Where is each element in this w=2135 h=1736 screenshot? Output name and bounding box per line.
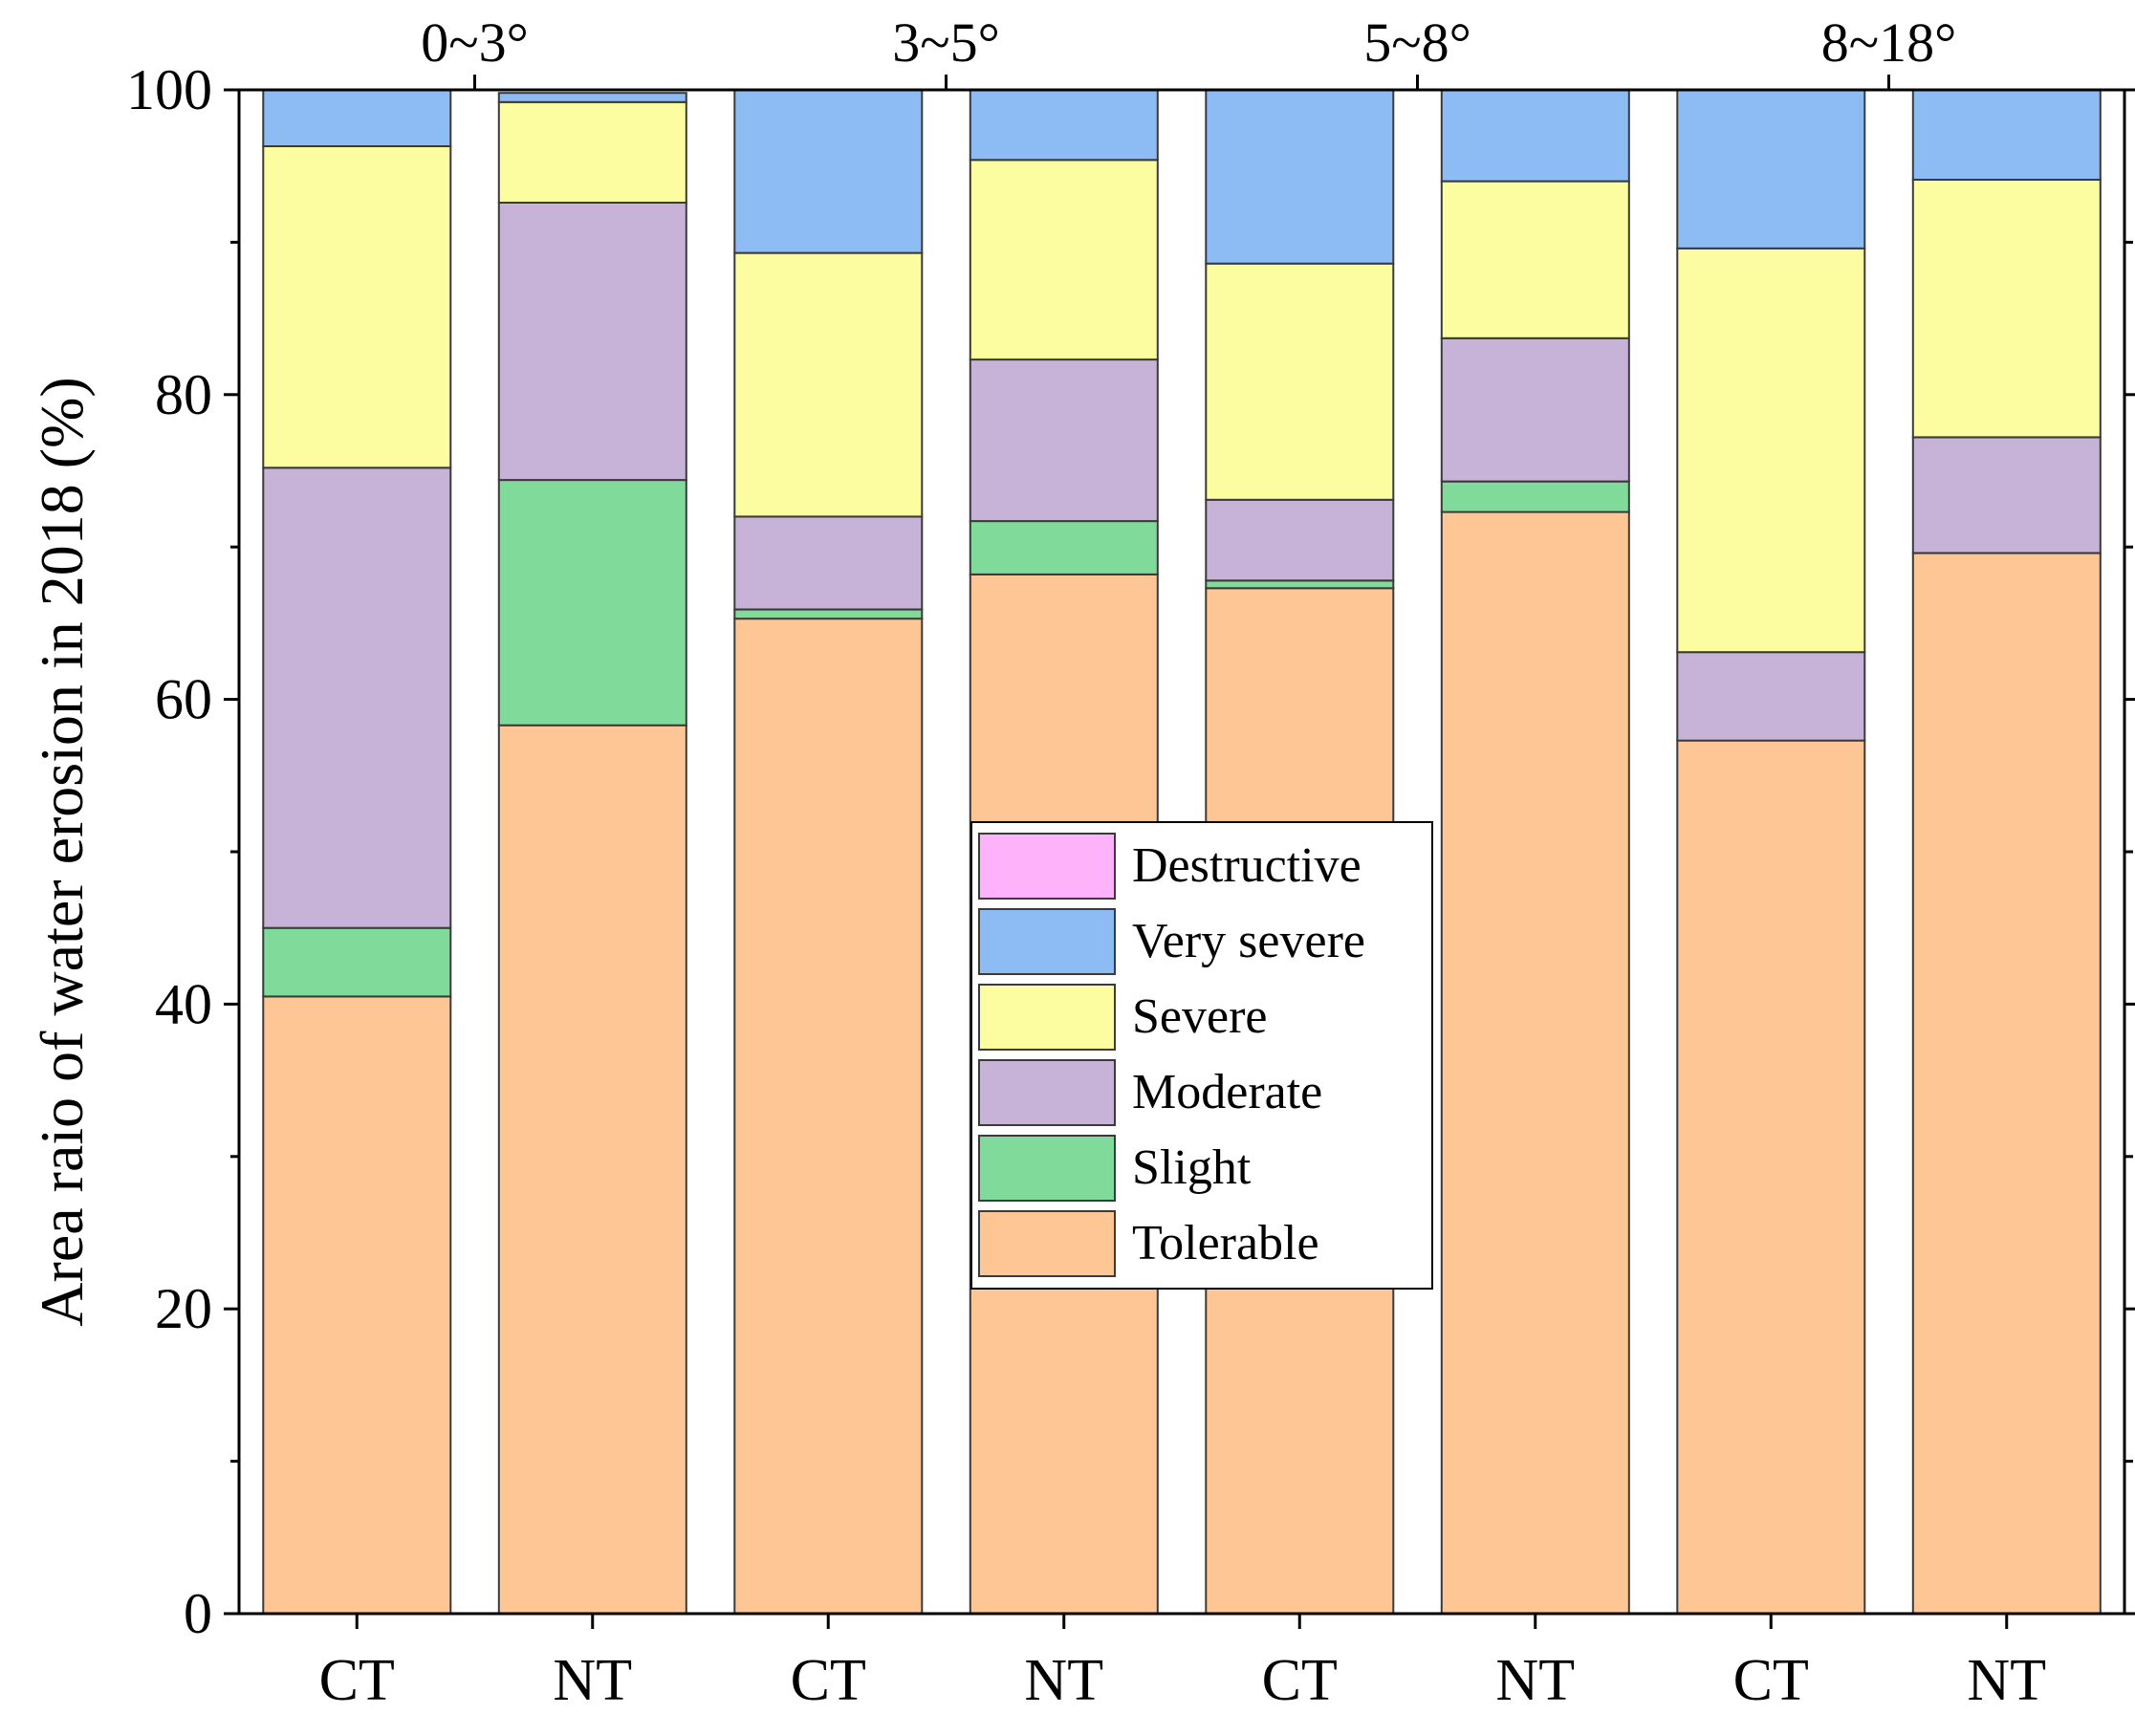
y-tick-label: 20 bbox=[155, 1277, 212, 1340]
legend-swatch-destructive bbox=[978, 833, 1116, 900]
x-category-label: CT bbox=[1262, 1648, 1338, 1713]
bar-segment-severe bbox=[969, 159, 1159, 361]
bar-segment-slight bbox=[969, 520, 1159, 575]
legend-swatch-moderate bbox=[978, 1059, 1116, 1126]
x-category-label: NT bbox=[1967, 1648, 2046, 1713]
bar-segment-tolerable bbox=[733, 618, 924, 1615]
bar-segment-moderate bbox=[969, 358, 1159, 523]
x-category-label: CT bbox=[319, 1648, 395, 1713]
y-axis-label: Area raio of water erosion in 2018 (%) bbox=[28, 377, 96, 1326]
bar-segment-slight bbox=[1205, 579, 1395, 590]
legend-swatch-very-severe bbox=[978, 908, 1116, 975]
bar-segment-slight bbox=[733, 608, 924, 620]
bar-segment-moderate bbox=[497, 202, 687, 482]
legend-label: Slight bbox=[1132, 1140, 1252, 1195]
x-category-label: NT bbox=[1024, 1648, 1103, 1713]
legend-label: Destructive bbox=[1132, 838, 1362, 893]
legend-label: Severe bbox=[1132, 989, 1267, 1044]
bar-segment-severe bbox=[1676, 247, 1866, 654]
bar-segment-moderate bbox=[733, 515, 924, 611]
bar-segment-tolerable bbox=[262, 995, 452, 1615]
bar-segment-moderate bbox=[1676, 651, 1866, 742]
bar-segment-severe bbox=[1911, 179, 2102, 439]
legend-swatch-severe bbox=[978, 984, 1116, 1051]
slope-group-label: 0~3° bbox=[421, 11, 529, 74]
y-tick-label: 0 bbox=[184, 1582, 212, 1645]
bar-segment-slight bbox=[1440, 480, 1630, 513]
bar-segment-moderate bbox=[1205, 498, 1395, 582]
bar-segment-moderate bbox=[1911, 436, 2102, 554]
slope-group-label: 8~18° bbox=[1821, 11, 1957, 74]
bar-segment-very-severe bbox=[1205, 89, 1395, 265]
bar-segment-tolerable bbox=[497, 724, 687, 1615]
bar-segment-moderate bbox=[1440, 336, 1630, 483]
bar-segment-severe bbox=[262, 145, 452, 469]
slope-group-label: 5~8° bbox=[1363, 11, 1471, 74]
x-category-label: NT bbox=[1495, 1648, 1575, 1713]
bar-segment-very-severe bbox=[1676, 89, 1866, 250]
bar-segment-severe bbox=[733, 251, 924, 518]
y-tick-label: 80 bbox=[155, 363, 212, 426]
x-category-label: CT bbox=[791, 1648, 866, 1713]
bar-segment-very-severe bbox=[733, 89, 924, 254]
bar-segment-moderate bbox=[262, 467, 452, 929]
bar-segment-very-severe bbox=[497, 92, 687, 103]
bar-segment-slight bbox=[497, 479, 687, 727]
y-tick-label: 40 bbox=[155, 972, 212, 1035]
y-tick-label: 100 bbox=[126, 58, 212, 121]
x-category-label: CT bbox=[1733, 1648, 1809, 1713]
bar-segment-very-severe bbox=[262, 89, 452, 147]
legend-label: Very severe bbox=[1132, 914, 1365, 968]
bar-segment-tolerable bbox=[1911, 552, 2102, 1615]
bar-segment-severe bbox=[1205, 262, 1395, 501]
bar-segment-tolerable bbox=[1440, 510, 1630, 1615]
bar-segment-severe bbox=[1440, 180, 1630, 339]
bar-segment-severe bbox=[497, 100, 687, 204]
bar-segment-very-severe bbox=[1440, 89, 1630, 183]
legend-swatch-slight bbox=[978, 1135, 1116, 1202]
bar-segment-slight bbox=[262, 926, 452, 998]
bar-segment-tolerable bbox=[1676, 739, 1866, 1615]
y-tick-label: 60 bbox=[155, 668, 212, 731]
bar-segment-very-severe bbox=[969, 89, 1159, 162]
legend-swatch-tolerable bbox=[978, 1210, 1116, 1277]
legend-label: Moderate bbox=[1132, 1065, 1322, 1119]
legend-label: Tolerable bbox=[1132, 1216, 1319, 1270]
bar-segment-very-severe bbox=[1911, 89, 2102, 181]
x-category-label: NT bbox=[553, 1648, 632, 1713]
slope-group-label: 3~5° bbox=[892, 11, 1000, 74]
